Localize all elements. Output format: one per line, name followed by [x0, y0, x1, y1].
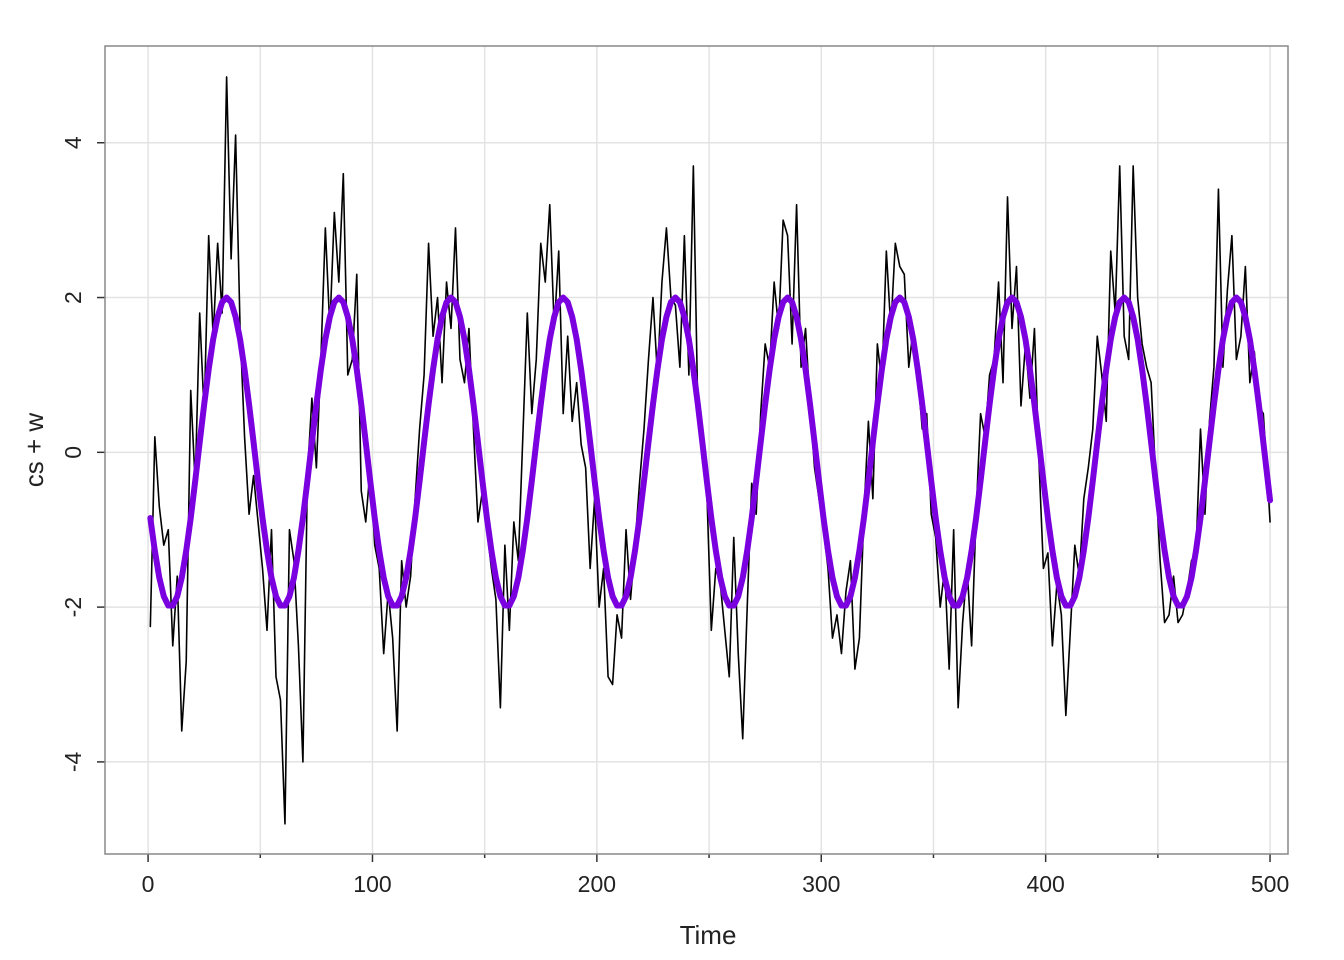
- y-axis-title: cs + w: [19, 413, 49, 488]
- x-tick-label: 500: [1251, 871, 1289, 897]
- plot-frame: [104, 45, 1289, 855]
- series-line: [147, 294, 1274, 609]
- x-tick-label: 400: [1026, 871, 1064, 897]
- x-tick-label: 100: [353, 871, 391, 897]
- y-tick-label: 2: [60, 291, 86, 304]
- y-tick-label: 0: [60, 446, 86, 459]
- x-axis-title: Time: [680, 920, 737, 950]
- x-tick-label: 0: [142, 871, 155, 897]
- x-tick-label: 200: [578, 871, 616, 897]
- y-tick-label: -2: [60, 597, 86, 617]
- series-line: [149, 76, 1271, 825]
- y-tick-label: 4: [60, 136, 86, 149]
- x-tick-label: 300: [802, 871, 840, 897]
- y-tick-label: -4: [60, 751, 86, 772]
